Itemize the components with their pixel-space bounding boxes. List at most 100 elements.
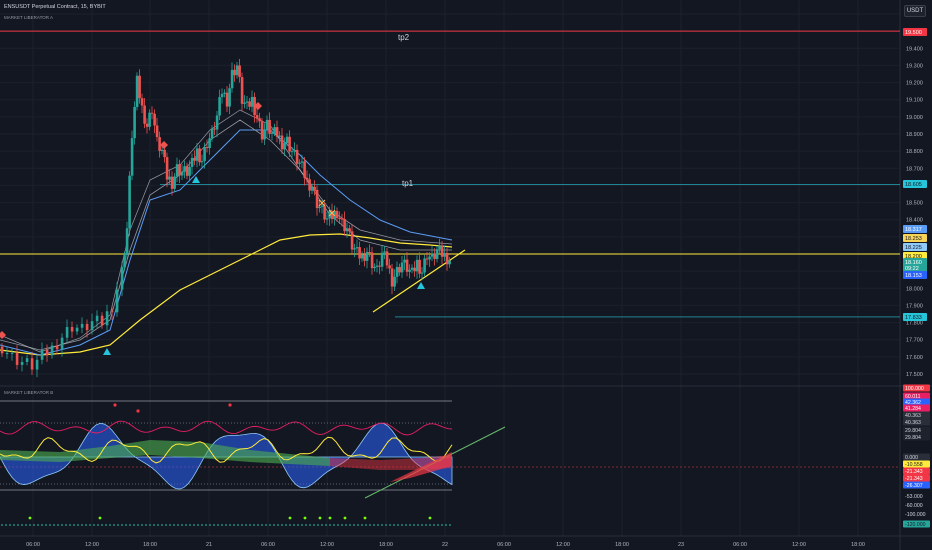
candle-body <box>248 101 251 107</box>
candle-body <box>133 106 136 139</box>
candle-body <box>218 97 221 116</box>
osc-label-bg <box>903 460 930 468</box>
exit-cross <box>328 209 336 217</box>
price-label: 18.317 <box>905 227 922 233</box>
candle-body <box>325 218 329 220</box>
sell-diamond <box>160 141 168 149</box>
osc-baseline-dot <box>397 524 399 526</box>
candle-body <box>135 75 139 107</box>
candle-body <box>180 171 184 176</box>
candle-body <box>220 93 224 98</box>
exit-cross <box>318 199 326 207</box>
candle-body <box>20 362 24 365</box>
osc-baseline-dot <box>325 524 327 526</box>
candle-body <box>385 251 389 266</box>
indicator-a-label[interactable]: MARKET LIBERATOR A <box>4 15 54 20</box>
price-tick: 17.900 <box>906 303 923 309</box>
osc-baseline-dot <box>113 524 115 526</box>
osc-baseline-dot <box>105 524 107 526</box>
osc-baseline-dot <box>165 524 167 526</box>
oscillator-pane[interactable] <box>0 400 900 526</box>
candle-body <box>368 251 371 253</box>
candle-body <box>383 251 386 253</box>
candles[interactable] <box>0 58 451 378</box>
osc-signal-dot <box>303 516 307 520</box>
candle-body <box>268 119 271 134</box>
osc-baseline-dot <box>405 524 407 526</box>
candle-body <box>250 96 254 107</box>
candle-body <box>245 101 249 103</box>
candle-body <box>310 186 314 191</box>
osc-baseline-dot <box>273 524 275 526</box>
osc-label: -21.343 <box>905 476 923 482</box>
osc-baseline-dot <box>213 524 215 526</box>
candle-body <box>420 272 424 274</box>
osc-baseline-dot <box>173 524 175 526</box>
osc-label: 29.804 <box>905 435 921 441</box>
osc-label: -60.000 <box>905 503 923 509</box>
osc-baseline-dot <box>249 524 251 526</box>
candle-body <box>140 98 144 106</box>
osc-baseline-dot <box>109 524 111 526</box>
candle-body <box>35 359 39 370</box>
candle-body <box>265 119 269 130</box>
osc-label: -100.000 <box>905 512 926 518</box>
candle-body <box>130 138 134 176</box>
osc-baseline-dot <box>261 524 263 526</box>
candle-body <box>430 253 434 257</box>
osc-label: 42.362 <box>905 400 921 406</box>
osc-baseline-dot <box>341 524 343 526</box>
price-tick: 17.600 <box>906 355 923 361</box>
indicator-b-label[interactable]: MARKET LIBERATOR B <box>4 390 54 395</box>
currency-button[interactable]: USDT <box>904 5 926 17</box>
candle-body <box>60 337 64 350</box>
osc-label-bg <box>903 510 930 518</box>
price-tick: 18.500 <box>906 201 923 207</box>
osc-baseline-dot <box>177 524 179 526</box>
buy-triangle <box>417 282 425 289</box>
osc-baseline-dot <box>393 524 395 526</box>
candle-body <box>375 265 379 267</box>
time-tick: 21 <box>206 542 212 548</box>
buy-triangle <box>192 176 200 183</box>
price-axis[interactable]: 19.60019.50019.40019.30019.20019.10019.0… <box>903 12 927 378</box>
candle-body <box>400 262 404 273</box>
osc-baseline-dot <box>77 524 79 526</box>
time-tick: 18:00 <box>615 542 629 548</box>
osc-baseline-dot <box>65 524 67 526</box>
osc-label-bg <box>903 418 930 426</box>
osc-baseline-dot <box>229 524 231 526</box>
osc-baseline-dot <box>421 524 423 526</box>
candle-body <box>270 132 274 134</box>
osc-baseline-dot <box>281 524 283 526</box>
candle-body <box>255 115 259 119</box>
candle-body <box>225 92 229 107</box>
osc-signal-dot <box>428 516 432 520</box>
osc-baseline-dot <box>245 524 247 526</box>
price-tick: 17.800 <box>906 321 923 327</box>
osc-baseline-dot <box>221 524 223 526</box>
candle-body <box>150 112 154 114</box>
time-axis[interactable]: 06:00 12:00 18:00 21 06:00 12:00 18:00 22 06:00 1… <box>26 542 865 548</box>
candle-body <box>25 358 29 362</box>
osc-baseline-dot <box>61 524 63 526</box>
candle-body <box>435 249 439 259</box>
candle-body <box>418 259 421 274</box>
osc-baseline-dot <box>1 524 3 526</box>
osc-money-flow-red <box>330 455 452 470</box>
candle-body <box>50 345 54 356</box>
candle-body <box>373 266 376 269</box>
osc-baseline-dot <box>241 524 243 526</box>
price-label-bg <box>903 234 927 242</box>
osc-label-bg <box>903 492 930 500</box>
candle-body <box>75 327 79 332</box>
oscillator-axis[interactable]: 100.00060.01142.36241.28440.36340.36329.… <box>903 384 930 529</box>
price-label-bg <box>903 243 927 251</box>
price-label: 18.153 <box>905 273 922 279</box>
osc-baseline-dot <box>217 524 219 526</box>
time-tick: 23 <box>678 542 684 548</box>
price-label: 19.500 <box>905 30 922 36</box>
ma-100-blue <box>0 129 453 356</box>
candle-body <box>403 259 406 263</box>
